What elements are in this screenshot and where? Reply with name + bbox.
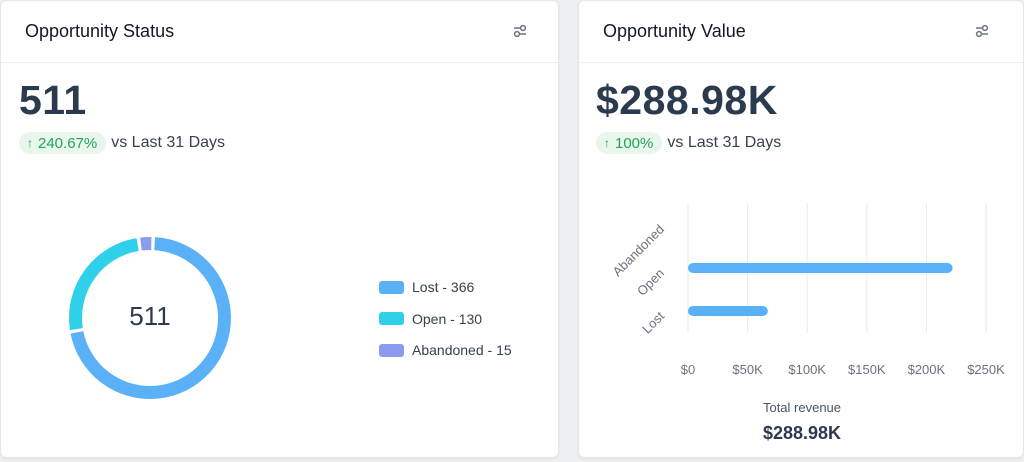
card-title: Opportunity Value <box>603 21 746 41</box>
x-tick-label: $0 <box>681 362 695 377</box>
donut-center-label: 511 <box>129 301 171 331</box>
delta-badge: ↑ 100% <box>596 132 663 154</box>
chart-legend: Lost - 366 Open - 130 Abandoned - 15 <box>379 277 512 372</box>
x-tick-label: $200K <box>908 362 946 377</box>
donut-slice-open[interactable] <box>69 238 139 331</box>
legend-swatch <box>379 312 404 325</box>
legend-label: Lost - 366 <box>412 279 475 295</box>
delta-row: ↑ 100% vs Last 31 Days <box>596 132 781 154</box>
legend-label: Abandoned - 15 <box>412 342 512 358</box>
delta-row: ↑ 240.67% vs Last 31 Days <box>19 132 225 154</box>
comparison-label: vs Last 31 Days <box>111 134 226 151</box>
arrow-up-icon: ↑ <box>27 136 33 150</box>
sliders-icon[interactable] <box>971 20 993 42</box>
opportunity-value-card: Opportunity Value $288.98K ↑ 100% vs Las… <box>578 0 1024 458</box>
delta-value: 100% <box>615 134 654 152</box>
total-value-headline: $288.98K <box>596 77 778 123</box>
total-revenue-label: Total revenue <box>762 400 842 415</box>
legend-swatch <box>379 280 404 294</box>
x-tick-label: $100K <box>788 362 826 377</box>
delta-badge: ↑ 240.67% <box>19 132 107 154</box>
x-tick-label: $50K <box>732 362 763 377</box>
card-header: Opportunity Value <box>579 1 1023 63</box>
status-donut-chart <box>69 237 231 399</box>
x-tick-label: $150K <box>848 362 886 377</box>
y-tick-label: Lost <box>639 308 667 336</box>
donut-slice-abandoned[interactable] <box>140 237 152 251</box>
value-bar-chart: $0 $50K $100K $150K $200K $250KAbandonedOpenL… <box>609 203 1005 377</box>
donut-slice-lost[interactable] <box>70 237 231 399</box>
comparison-label: vs Last 31 Days <box>667 134 782 151</box>
total-revenue-value: $288.98K <box>762 423 842 443</box>
legend-label: Open - 130 <box>412 310 483 327</box>
legend-swatch <box>379 343 404 357</box>
y-tick-label: Open <box>634 266 667 299</box>
card-title: Opportunity Status <box>25 21 175 41</box>
legend-item-lost[interactable]: Lost - 366 <box>379 277 512 297</box>
opportunity-status-card: Opportunity Status 511 ↑ 240.67% vs Last… <box>0 0 559 458</box>
legend-item-abandoned[interactable]: Abandoned - 15 <box>379 340 512 360</box>
x-tick-label: $250K <box>967 362 1005 377</box>
sliders-icon[interactable] <box>509 20 531 42</box>
delta-value: 240.67% <box>38 134 98 152</box>
total-count: 511 <box>19 77 87 123</box>
arrow-up-icon: ↑ <box>604 136 610 150</box>
legend-item-open[interactable]: Open - 130 <box>379 309 512 329</box>
card-header: Opportunity Status <box>1 1 558 63</box>
